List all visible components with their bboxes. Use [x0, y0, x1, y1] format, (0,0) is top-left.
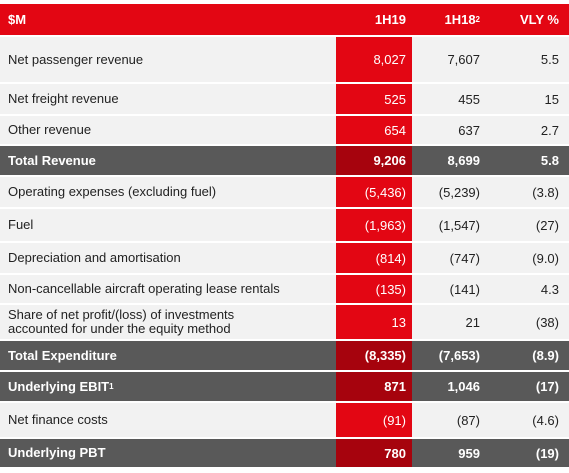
row-label: Total Revenue	[8, 152, 96, 168]
row-label: Net finance costs	[8, 412, 108, 427]
cell-1h19: (8,335)	[336, 341, 412, 370]
table-row: Operating expenses (excluding fuel) (5,4…	[0, 177, 569, 207]
cell-vly: (8.9)	[532, 348, 559, 363]
row-label: Non-cancellable aircraft operating lease…	[8, 281, 280, 296]
table-total-row: Underlying EBIT 1 871 1,046 (17)	[0, 371, 569, 401]
cell-vly: 4.3	[540, 281, 559, 297]
cell-vly: 15	[544, 91, 559, 107]
cell-1h18: 7,607	[447, 52, 480, 67]
cell-vly: (3.8)	[532, 184, 559, 200]
header-1h19: 1H19	[336, 4, 412, 35]
cell-1h18: (1,547)	[438, 217, 480, 233]
cell-1h19: 13	[336, 305, 412, 339]
table-row: Other revenue 654 637 2.7	[0, 116, 569, 144]
cell-1h19: 525	[336, 84, 412, 114]
cell-1h18: 8,699	[447, 153, 480, 168]
cell-1h18: (87)	[456, 412, 480, 428]
table-row: Fuel (1,963) (1,547) (27)	[0, 209, 569, 241]
cell-1h19: 654	[336, 116, 412, 144]
cell-1h18: (7,653)	[438, 348, 480, 363]
cell-vly: (9.0)	[532, 250, 559, 266]
table-row: Net finance costs (91) (87) (4.6)	[0, 403, 569, 437]
cell-1h19: (5,436)	[336, 177, 412, 207]
table-total-row: Underlying PBT 780 959 (19)	[0, 439, 569, 467]
table-total-row: Total Expenditure (8,335) (7,653) (8.9)	[0, 341, 569, 370]
row-label-line: Share of net profit/(loss) of investment…	[8, 307, 235, 322]
cell-vly: 5.8	[540, 153, 559, 168]
cell-1h18: 21	[465, 314, 480, 330]
table-row: Net freight revenue 525 455 15	[0, 84, 569, 114]
row-label: Share of net profit/(loss) of investment…	[0, 305, 336, 339]
cell-vly: (38)	[535, 314, 559, 330]
cell-1h19: 8,027	[336, 37, 412, 82]
cell-vly: 5.5	[540, 52, 559, 67]
cell-1h18: 959	[458, 445, 480, 461]
row-label: Underlying EBIT 1	[8, 378, 114, 394]
cell-1h19: (135)	[336, 275, 412, 303]
cell-1h19: 871	[336, 372, 412, 401]
cell-1h18: (5,239)	[438, 184, 480, 200]
header-vly: VLY %	[519, 12, 559, 27]
cell-1h18: 637	[458, 122, 480, 138]
cell-1h18: 455	[458, 91, 480, 107]
cell-1h19: 9,206	[336, 146, 412, 175]
cell-1h18: (141)	[449, 281, 480, 297]
cell-1h18: 1,046	[447, 379, 480, 394]
row-label: Total Expenditure	[8, 347, 117, 363]
row-label: Other revenue	[8, 122, 92, 137]
row-label: Operating expenses (excluding fuel)	[8, 184, 217, 199]
header-1h18: 1H18 2	[444, 12, 480, 27]
cell-vly: (17)	[535, 379, 559, 394]
row-label: Net freight revenue	[8, 91, 119, 106]
row-label: Net passenger revenue	[8, 51, 144, 67]
table-header-row: $M 1H19 1H18 2 VLY %	[0, 4, 569, 35]
row-label: Underlying PBT	[8, 445, 106, 460]
table-row: Depreciation and amortisation (814) (747…	[0, 243, 569, 273]
table-row: Share of net profit/(loss) of investment…	[0, 305, 569, 339]
cell-1h19: 780	[336, 439, 412, 467]
header-label: $M	[8, 11, 27, 27]
cell-vly: (4.6)	[532, 412, 559, 428]
table-total-row: Total Revenue 9,206 8,699 5.8	[0, 146, 569, 175]
cell-1h18: (747)	[449, 250, 480, 266]
row-label: Fuel	[8, 217, 34, 232]
table-row: Net passenger revenue 8,027 7,607 5.5	[0, 37, 569, 82]
cell-1h19: (91)	[336, 403, 412, 437]
cell-vly: 2.7	[540, 122, 559, 138]
table-row: Non-cancellable aircraft operating lease…	[0, 275, 569, 303]
cell-1h19: (814)	[336, 243, 412, 273]
cell-1h19: (1,963)	[336, 209, 412, 241]
cell-vly: (27)	[535, 217, 559, 233]
cell-vly: (19)	[535, 445, 559, 461]
row-label: Depreciation and amortisation	[8, 250, 181, 265]
row-label-line: accounted for under the equity method	[8, 321, 231, 336]
